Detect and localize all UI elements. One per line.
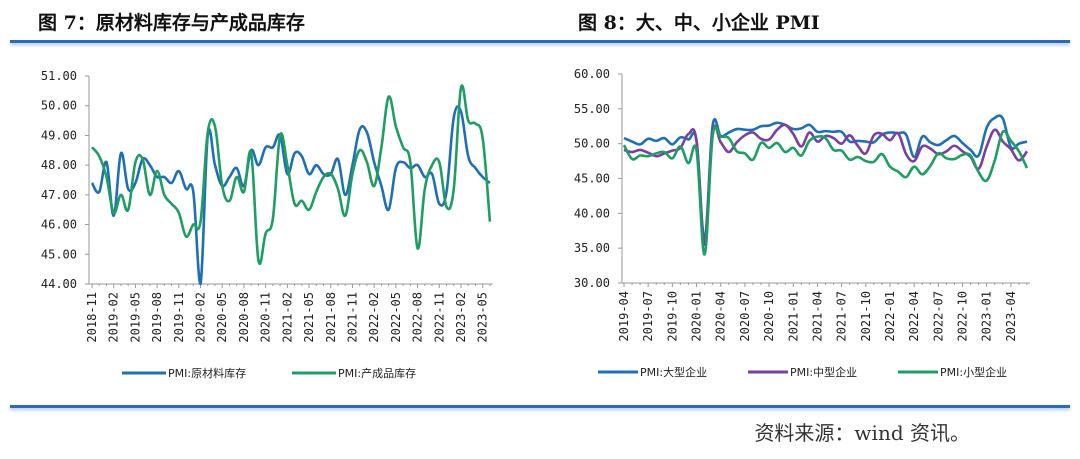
y-tick-label: 60.00 (574, 67, 610, 81)
y-tick-label: 30.00 (574, 276, 610, 290)
figure-8-title: 图 8：大、中、小企业 PMI (578, 12, 820, 34)
series-line-2 (623, 123, 1029, 246)
x-tick-label: 2023-04 (1004, 291, 1018, 342)
x-tick-label: 2022-07 (931, 291, 945, 342)
legend-label: PMI:大型企业 (640, 365, 707, 379)
series-line-2 (90, 84, 492, 265)
y-tick-label: 48.00 (41, 158, 77, 172)
x-tick-label: 2020-11 (259, 292, 273, 343)
x-tick-label: 2021-05 (302, 292, 316, 343)
y-tick-label: 45.00 (41, 247, 77, 261)
x-tick-label: 2018-11 (85, 292, 99, 343)
y-tick-label: 55.00 (574, 102, 610, 116)
series-line-1 (90, 105, 491, 286)
x-tick-label: 2021-07 (835, 291, 849, 342)
x-tick-label: 2019-07 (641, 291, 655, 342)
x-tick-label: 2021-04 (810, 291, 824, 342)
y-tick-label: 45.00 (574, 172, 610, 186)
x-tick-label: 2021-11 (345, 292, 359, 343)
y-tick-label: 50.00 (574, 137, 610, 151)
y-tick-label: 49.00 (41, 128, 77, 142)
x-tick-label: 2021-10 (859, 291, 873, 342)
x-tick-label: 2022-10 (956, 291, 970, 342)
x-tick-label: 2019-02 (107, 292, 121, 343)
x-tick-label: 2021-08 (324, 292, 338, 343)
x-tick-label: 2021-01 (786, 291, 800, 342)
series-line-1 (623, 114, 1028, 241)
y-tick-label: 40.00 (574, 206, 610, 220)
bottom-divider (10, 405, 1070, 408)
x-tick-label: 2019-04 (617, 291, 631, 342)
y-tick-label: 47.00 (41, 188, 77, 202)
y-tick-label: 46.00 (41, 218, 77, 232)
x-tick-label: 2019-08 (150, 292, 164, 343)
y-tick-label: 35.00 (574, 241, 610, 255)
legend-label: PMI:产成品库存 (338, 366, 416, 380)
x-tick-label: 2019-10 (665, 291, 679, 342)
x-tick-label: 2022-05 (389, 292, 403, 343)
x-tick-label: 2020-02 (194, 292, 208, 343)
x-tick-label: 2020-01 (690, 291, 704, 342)
figure-7-title: 图 7：原材料库存与产成品库存 (38, 12, 305, 34)
x-tick-label: 2019-11 (172, 292, 186, 343)
x-tick-label: 2020-04 (714, 291, 728, 342)
x-tick-label: 2020-10 (762, 291, 776, 342)
top-divider (10, 40, 1070, 43)
x-tick-label: 2022-11 (432, 292, 446, 343)
x-tick-label: 2023-01 (980, 291, 994, 342)
x-tick-label: 2021-02 (280, 292, 294, 343)
y-tick-label: 50.00 (41, 99, 77, 113)
x-tick-label: 2019-05 (128, 292, 142, 343)
x-tick-label: 2020-05 (215, 292, 229, 343)
y-tick-label: 51.00 (41, 69, 77, 83)
x-tick-label: 2023-05 (476, 292, 490, 343)
chart-2: 30.00 35.00 40.00 45.00 50.00 55.00 60.00 2019-… (574, 67, 1030, 379)
x-tick-label: 2020-08 (237, 292, 251, 343)
series-line-3 (622, 125, 1029, 256)
x-tick-label: 2023-02 (454, 292, 468, 343)
x-tick-label: 2020-07 (738, 291, 752, 342)
chart-1: 44.00 45.00 46.00 47.00 48.00 49.00 50.00 51.00… (41, 69, 493, 380)
source-note: 资料来源：wind 资讯。 (754, 421, 970, 445)
legend-label: PMI:小型企业 (940, 365, 1007, 379)
legend-label: PMI:中型企业 (790, 365, 857, 379)
x-tick-label: 2022-02 (367, 292, 381, 343)
legend-label: PMI:原材料库存 (168, 366, 246, 380)
y-tick-label: 44.00 (41, 277, 77, 291)
x-tick-label: 2022-01 (883, 291, 897, 342)
x-tick-label: 2022-04 (907, 291, 921, 342)
x-tick-label: 2022-08 (411, 292, 425, 343)
